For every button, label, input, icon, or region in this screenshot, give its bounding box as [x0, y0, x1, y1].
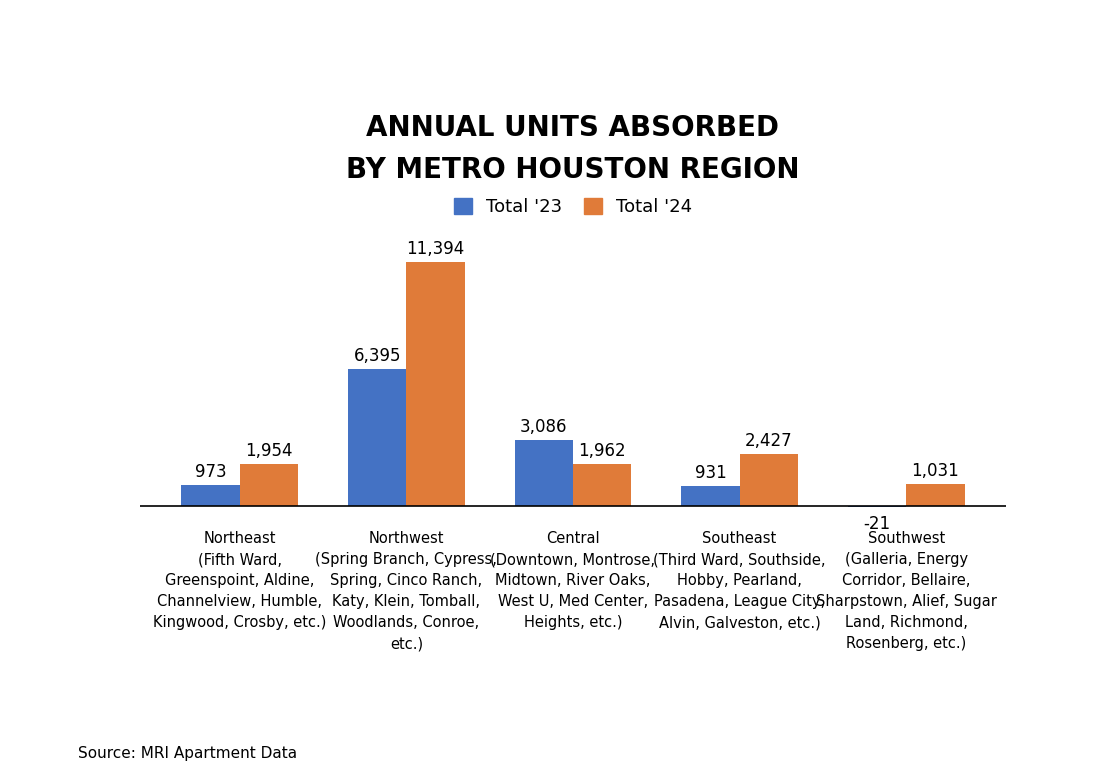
Bar [681, 486, 740, 506]
Bar [574, 464, 632, 506]
Bar [514, 440, 574, 506]
Text: 973: 973 [195, 463, 226, 482]
Text: 1,031: 1,031 [911, 463, 959, 480]
Text: 6,395: 6,395 [353, 347, 401, 365]
Text: 3,086: 3,086 [520, 418, 568, 436]
Text: Southwest
(Galleria, Energy
Corridor, Bellaire,
Sharpstown, Alief, Sugar
Land, R: Southwest (Galleria, Energy Corridor, Be… [816, 531, 996, 651]
Text: -21: -21 [863, 515, 891, 533]
Text: ANNUAL UNITS ABSORBED: ANNUAL UNITS ABSORBED [367, 114, 779, 142]
Text: Northwest
(Spring Branch, Cypress,
Spring, Cinco Ranch,
Katy, Klein, Tomball,
Wo: Northwest (Spring Branch, Cypress, Sprin… [315, 531, 498, 651]
Text: Central
(Downtown, Montrose,
Midtown, River Oaks,
West U, Med Center,
Heights, e: Central (Downtown, Montrose, Midtown, Ri… [491, 531, 655, 630]
Text: 931: 931 [694, 464, 727, 482]
Bar [406, 262, 465, 506]
Bar [348, 369, 406, 506]
Text: Southeast
(Third Ward, Southside,
Hobby, Pearland,
Pasadena, League City,
Alvin,: Southeast (Third Ward, Southside, Hobby,… [653, 531, 826, 630]
Text: Source: MRI Apartment Data: Source: MRI Apartment Data [78, 746, 297, 761]
Text: 11,394: 11,394 [406, 240, 465, 258]
Text: 2,427: 2,427 [745, 433, 793, 450]
Text: Northeast
(Fifth Ward,
Greenspoint, Aldine,
Channelview, Humble,
Kingwood, Crosb: Northeast (Fifth Ward, Greenspoint, Aldi… [153, 531, 326, 630]
Text: BY METRO HOUSTON REGION: BY METRO HOUSTON REGION [347, 156, 799, 183]
Text: 1,954: 1,954 [245, 443, 293, 460]
Bar [239, 464, 299, 506]
Text: 1,962: 1,962 [578, 443, 626, 460]
Legend: Total '23, Total '24: Total '23, Total '24 [446, 191, 700, 223]
Bar [907, 484, 965, 506]
Bar [740, 454, 798, 506]
Bar [181, 486, 239, 506]
